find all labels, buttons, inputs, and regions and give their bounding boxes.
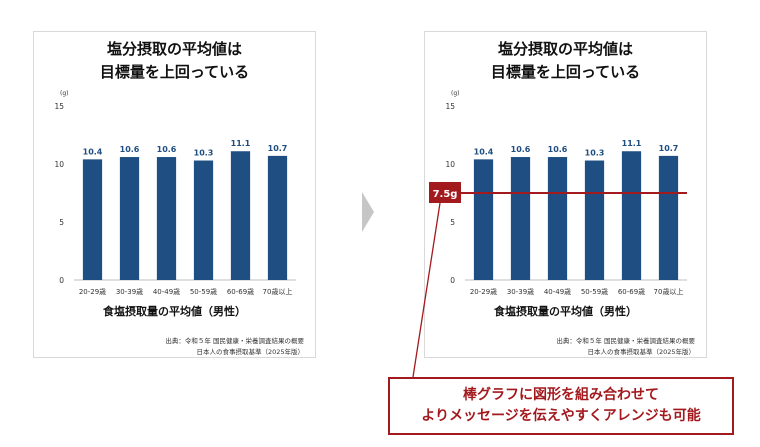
y-unit-label: (g) — [60, 90, 69, 97]
bar-value-label: 10.7 — [659, 144, 679, 153]
bar-value-label: 10.6 — [511, 145, 531, 154]
x-tick-label: 60-69歳 — [227, 287, 254, 296]
reference-label-box — [429, 182, 461, 203]
bar-value-label: 10.6 — [157, 145, 177, 154]
bar-value-label: 11.1 — [231, 139, 251, 148]
x-tick-label: 40-49歳 — [153, 287, 180, 296]
x-tick-label: 50-59歳 — [581, 287, 608, 296]
bar — [82, 159, 103, 280]
x-tick-label: 60-69歳 — [618, 287, 645, 296]
x-tick-label: 20-29歳 — [79, 287, 106, 296]
y-tick-label: 5 — [59, 218, 64, 227]
chart-title-line: 目標量を上回っている — [100, 63, 249, 81]
bar — [230, 151, 251, 280]
source-note-line: 出典：令和５年 国民健康・栄養調査結果の概要 — [556, 336, 695, 345]
bar — [119, 157, 140, 280]
y-unit-label: (g) — [451, 90, 460, 97]
x-axis-label: 食塩摂取量の平均値（男性） — [494, 304, 637, 318]
bar-value-label: 10.7 — [268, 144, 288, 153]
y-tick-label: 5 — [450, 218, 455, 227]
bar-value-label: 10.3 — [585, 149, 605, 158]
bar-value-label: 10.3 — [194, 149, 214, 158]
source-note-line: 日本人の食事摂取基準（2025年版） — [587, 347, 695, 356]
chart-title-line: 目標量を上回っている — [491, 63, 640, 81]
source-note-line: 出典：令和５年 国民健康・栄養調査結果の概要 — [165, 336, 304, 345]
x-tick-label: 50-59歳 — [190, 287, 217, 296]
callout-line-1: 棒グラフに図形を組み合わせて — [463, 387, 659, 403]
bar-value-label: 11.1 — [622, 139, 642, 148]
source-note-line: 日本人の食事摂取基準（2025年版） — [196, 347, 304, 356]
bar — [621, 151, 642, 280]
x-tick-label: 40-49歳 — [544, 287, 571, 296]
chart-title-line: 塩分摂取の平均値は — [107, 40, 242, 58]
bar — [156, 157, 177, 280]
x-tick-label: 30-39歳 — [116, 287, 143, 296]
x-tick-label: 70歳以上 — [654, 287, 684, 296]
x-axis-label: 食塩摂取量の平均値（男性） — [103, 304, 246, 318]
callout-box: 棒グラフに図形を組み合わせて よりメッセージを伝えやすくアレンジも可能 — [388, 377, 734, 435]
arrow-right-icon — [362, 192, 374, 232]
bar — [547, 157, 568, 280]
y-tick-label: 15 — [445, 102, 455, 111]
chart-panel-before: 塩分摂取の平均値は 目標量を上回っている (g) 0 5 10 15 10.4 20-29歳 10… — [33, 31, 316, 358]
x-tick-label: 30-39歳 — [507, 287, 534, 296]
bar — [584, 160, 605, 280]
callout-line-2: よりメッセージを伝えやすくアレンジも可能 — [421, 408, 701, 424]
bar — [267, 155, 288, 280]
x-tick-label: 70歳以上 — [263, 287, 293, 296]
bar — [193, 160, 214, 280]
bar-value-label: 10.6 — [548, 145, 568, 154]
bar — [658, 155, 679, 280]
bar — [473, 159, 494, 280]
bar-value-label: 10.6 — [120, 145, 140, 154]
bar-value-label: 10.4 — [83, 147, 103, 156]
y-tick-label: 10 — [54, 160, 64, 169]
y-tick-label: 15 — [54, 102, 64, 111]
reference-label: 7.5g — [433, 189, 458, 200]
y-tick-label: 10 — [445, 160, 455, 169]
bar-value-label: 10.4 — [474, 147, 494, 156]
y-tick-label: 0 — [59, 276, 64, 285]
x-tick-label: 20-29歳 — [470, 287, 497, 296]
chart-panel-after: 塩分摂取の平均値は 目標量を上回っている (g) 0 5 10 15 10.4 20-29歳 10… — [424, 31, 707, 358]
chart-title-line: 塩分摂取の平均値は — [498, 40, 633, 58]
bar — [510, 157, 531, 280]
y-tick-label: 0 — [450, 276, 455, 285]
